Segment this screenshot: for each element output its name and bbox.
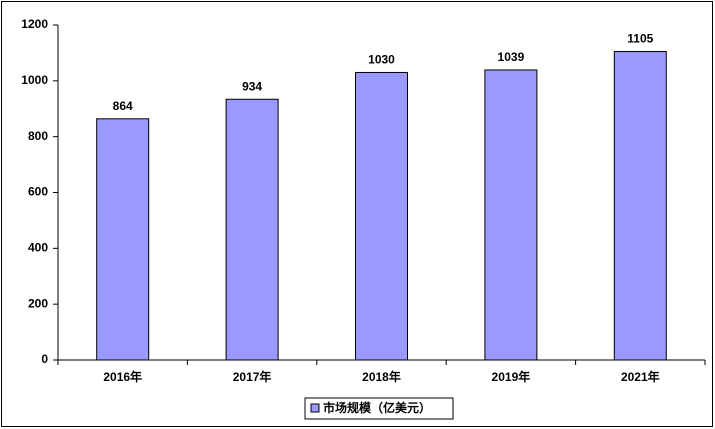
x-tick-label: 2016年 [103,369,142,384]
bar [96,118,150,361]
data-label: 1039 [498,50,525,64]
legend-swatch [310,403,320,413]
x-tick-label: 2019年 [492,369,531,384]
y-tick-label: 400 [28,241,48,255]
y-tick-label: 1200 [21,17,48,31]
bar [613,51,667,361]
x-tick-label: 2021年 [621,369,660,384]
y-tick-label: 0 [41,352,48,366]
data-label: 1030 [368,53,395,67]
bar [225,98,279,361]
y-tick-label: 600 [28,185,48,199]
legend-box [304,397,454,420]
y-tick-label: 1000 [21,73,48,87]
bar [484,69,538,361]
data-label: 864 [113,99,133,113]
bar [355,71,408,361]
y-tick-label: 800 [28,129,48,143]
legend-label: 市场规模（亿美元） [323,400,431,415]
x-tick-label: 2018年 [362,369,401,384]
y-tick-label: 200 [28,296,48,310]
x-tick-label: 2017年 [233,369,272,384]
data-label: 1105 [627,32,653,46]
data-label: 934 [242,79,262,93]
